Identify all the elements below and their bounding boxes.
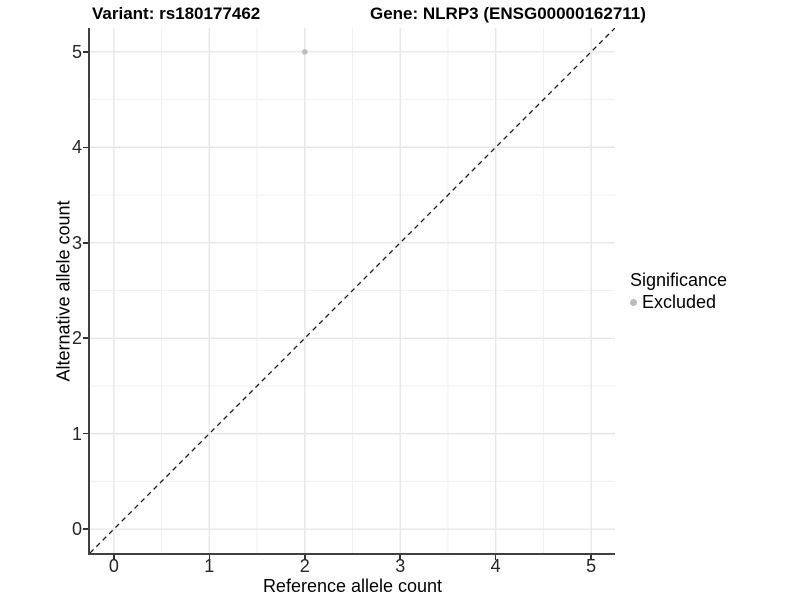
legend: Significance Excluded	[630, 270, 727, 312]
y-tick-mark	[83, 337, 88, 339]
x-tick-mark	[113, 555, 115, 560]
x-tick-label: 1	[204, 556, 215, 576]
legend-item-label: Excluded	[642, 292, 717, 312]
plot-canvas	[90, 28, 615, 553]
x-tick-label: 3	[395, 556, 406, 576]
legend-title: Significance	[630, 270, 728, 290]
x-tick-label: 4	[490, 556, 501, 576]
legend-point-icon	[630, 298, 637, 306]
y-tick-mark	[83, 51, 88, 53]
y-tick-label: 1	[71, 423, 82, 444]
y-tick-label: 3	[71, 232, 82, 253]
y-tick-mark	[83, 242, 88, 244]
plot-title-gene: Gene: NLRP3 (ENSG00000162711)	[370, 4, 646, 23]
x-tick-mark	[399, 555, 401, 560]
x-tick-label: 0	[108, 556, 119, 576]
x-tick-label: 5	[586, 556, 597, 576]
x-tick-mark	[208, 555, 211, 560]
y-tick-label: 5	[71, 41, 82, 62]
plot-title-variant: Variant: rs180177462	[92, 4, 261, 23]
x-tick-mark	[304, 555, 306, 560]
data-point	[301, 49, 308, 55]
y-tick-label: 4	[71, 137, 82, 158]
plot-panel	[88, 28, 615, 555]
legend-item: Excluded	[630, 292, 727, 312]
identity-line	[90, 28, 615, 553]
y-tick-mark	[83, 432, 88, 435]
y-tick-label: 2	[71, 328, 82, 349]
x-tick-mark	[494, 555, 497, 560]
y-axis-title: Alternative allele count	[53, 200, 74, 382]
y-tick-label: 0	[71, 519, 82, 540]
legend-items: Excluded	[630, 292, 727, 312]
x-tick-label: 2	[299, 556, 310, 576]
x-tick-mark	[590, 555, 592, 560]
y-tick-mark	[83, 528, 88, 530]
x-axis-title: Reference allele count	[262, 576, 443, 596]
y-tick-mark	[83, 146, 88, 149]
